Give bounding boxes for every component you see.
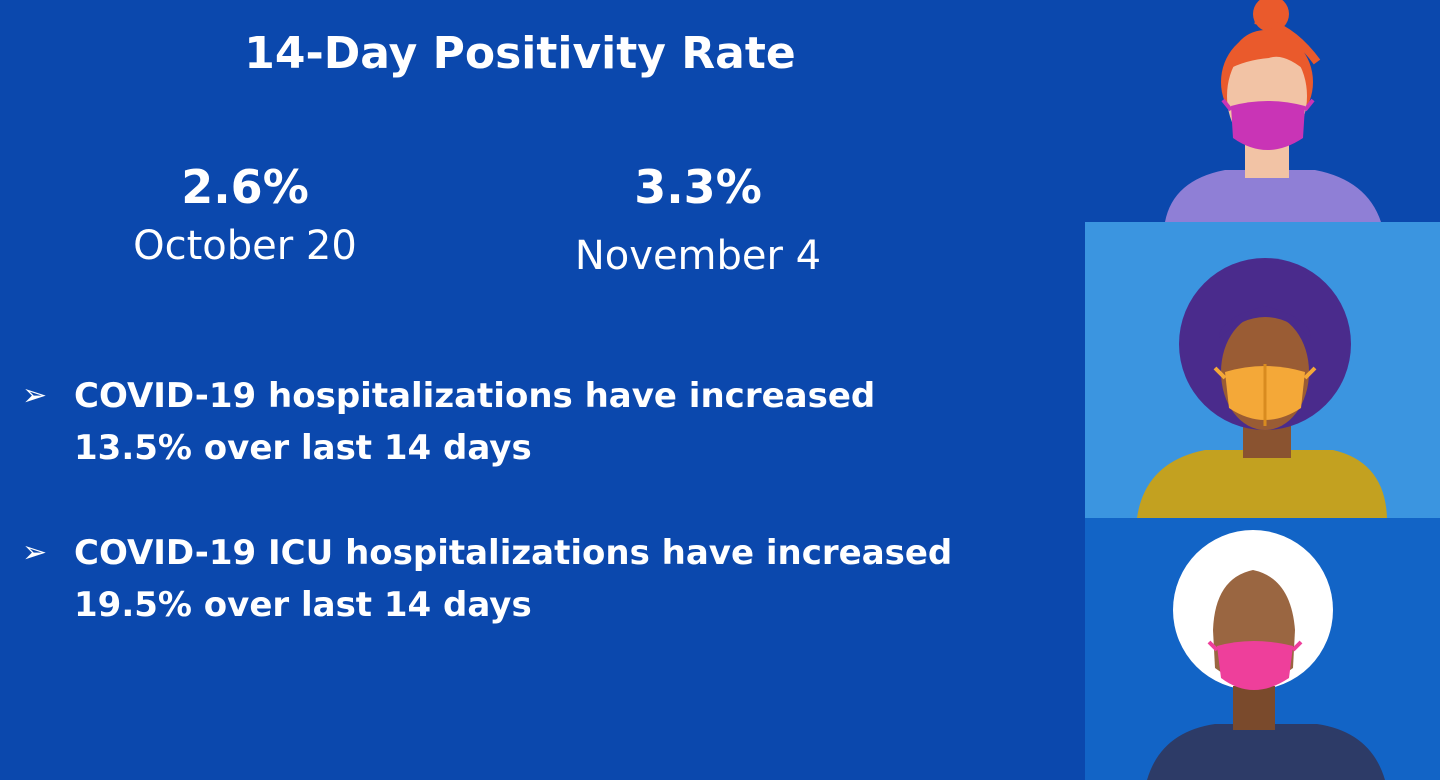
person-red-hair-pink-mask-icon — [1165, 0, 1381, 222]
bullet-hospitalizations: ➢ COVID-19 hospitalizations have increas… — [22, 370, 1062, 474]
bullet-text: COVID-19 hospitalizations have increased… — [74, 370, 875, 474]
illustration-panel-top — [1085, 0, 1440, 222]
bullet-line: 13.5% over last 14 days — [74, 428, 532, 468]
slide-title: 14-Day Positivity Rate — [244, 28, 796, 79]
bullet-line: COVID-19 hospitalizations have increased — [74, 376, 876, 416]
arrow-bullet-icon: ➢ — [22, 535, 48, 570]
stat-november: 3.3% November 4 — [508, 158, 888, 282]
illustration-panel-middle — [1085, 222, 1440, 518]
person-white-headwrap-pink-mask-icon — [1147, 530, 1385, 780]
illustration-panel-bottom — [1085, 518, 1440, 780]
bullet-line: COVID-19 ICU hospitalizations have incre… — [74, 533, 953, 573]
bullet-text: COVID-19 ICU hospitalizations have incre… — [74, 527, 952, 631]
bullet-line: 19.5% over last 14 days — [74, 585, 532, 625]
stat-date: November 4 — [574, 233, 822, 279]
stat-date: October 20 — [133, 223, 357, 269]
stat-value: 3.3% — [634, 160, 762, 214]
stat-october: 2.6% October 20 — [55, 158, 435, 272]
stat-value: 2.6% — [181, 160, 309, 214]
person-afro-orange-mask-icon — [1137, 258, 1387, 518]
arrow-bullet-icon: ➢ — [22, 378, 48, 413]
bullet-icu-hospitalizations: ➢ COVID-19 ICU hospitalizations have inc… — [22, 527, 1062, 631]
